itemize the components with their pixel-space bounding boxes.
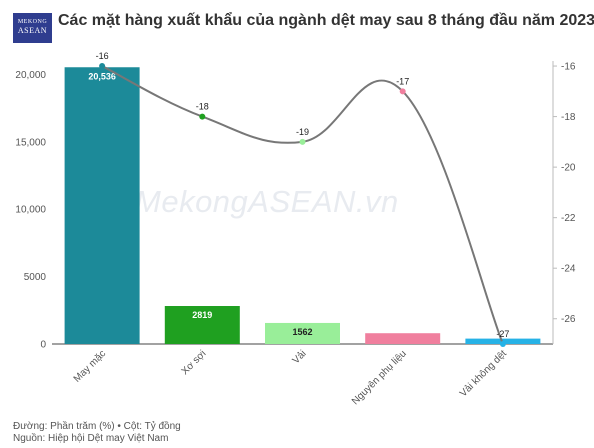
y-left-tick-label: 0 xyxy=(40,340,46,351)
bar xyxy=(64,67,140,344)
bar-data-label: 20,536 xyxy=(88,71,116,81)
line-data-label: -18 xyxy=(196,102,209,112)
logo-text-top: MEKONG xyxy=(17,19,48,25)
brand-logo: MEKONG ASEAN xyxy=(13,13,52,43)
y-right-tick-label: -20 xyxy=(561,163,576,174)
y-right-tick-label: -18 xyxy=(561,112,576,123)
y-right-tick-label: -24 xyxy=(561,264,576,275)
line-series xyxy=(101,65,504,345)
line-point xyxy=(199,113,206,120)
line-point xyxy=(299,138,306,145)
y-left-tick-label: 15,000 xyxy=(15,137,46,148)
line-data-label: -17 xyxy=(396,76,409,86)
x-tick-label: Vải không dệt xyxy=(458,348,509,399)
x-tick-label: Xơ sợi xyxy=(180,348,209,377)
bar xyxy=(365,333,441,344)
bar xyxy=(164,306,240,344)
line-point xyxy=(499,341,506,347)
line-point xyxy=(99,63,106,70)
y-right-tick-label: -26 xyxy=(561,314,576,325)
y-left-tick-label: 20,000 xyxy=(15,70,46,81)
x-tick-label: May mặc xyxy=(72,348,108,384)
bar-data-label: 2819 xyxy=(192,310,212,320)
bar xyxy=(265,322,340,344)
chart-title: Các mặt hàng xuất khẩu của ngành dệt may… xyxy=(58,12,594,29)
y-left-tick-label: 5000 xyxy=(24,272,47,283)
logo-text-bottom: ASEAN xyxy=(17,26,48,35)
y-left-tick-label: 10,000 xyxy=(15,205,46,216)
bar-data-label: 1562 xyxy=(292,327,312,337)
x-tick-label: Nguyên phụ liệu xyxy=(350,348,409,407)
footer-legend-note: Đường: Phần trăm (%) • Cột: Tỷ đồng xyxy=(13,421,181,432)
watermark: MekongASEAN.vn xyxy=(135,184,399,219)
y-right-tick-label: -22 xyxy=(561,213,576,224)
line-data-label: -19 xyxy=(296,127,309,137)
line-point xyxy=(399,88,406,95)
line-data-label: -16 xyxy=(96,51,109,61)
line-data-label: -27 xyxy=(496,329,509,339)
x-tick-label: Vải xyxy=(291,348,309,366)
footer-source: Nguồn: Hiệp hội Dệt may Việt Nam xyxy=(13,433,169,444)
y-right-tick-label: -16 xyxy=(561,62,576,73)
